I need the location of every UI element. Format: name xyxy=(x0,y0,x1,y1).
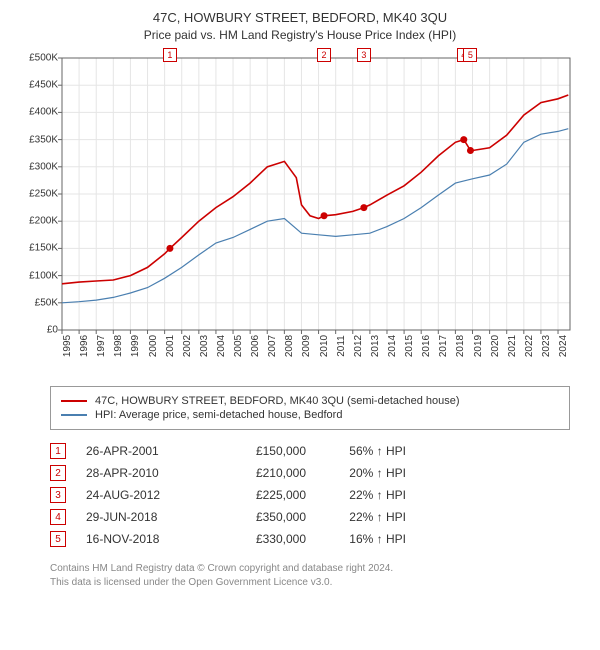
sale-point xyxy=(166,245,173,252)
sale-point xyxy=(321,212,328,219)
x-axis-label: 2008 xyxy=(284,335,295,357)
x-axis-label: 2015 xyxy=(404,335,415,357)
x-axis-label: 1998 xyxy=(113,335,124,357)
y-axis-label: £0 xyxy=(47,325,58,336)
y-axis-label: £200K xyxy=(29,216,58,227)
legend-row: 47C, HOWBURY STREET, BEDFORD, MK40 3QU (… xyxy=(61,395,559,407)
sale-point xyxy=(360,204,367,211)
page-title: 47C, HOWBURY STREET, BEDFORD, MK40 3QU xyxy=(10,10,590,25)
x-axis-label: 2007 xyxy=(267,335,278,357)
legend: 47C, HOWBURY STREET, BEDFORD, MK40 3QU (… xyxy=(50,386,570,430)
y-axis-label: £250K xyxy=(29,189,58,200)
x-axis-label: 2004 xyxy=(216,335,227,357)
y-axis-label: £100K xyxy=(29,270,58,281)
page-subtitle: Price paid vs. HM Land Registry's House … xyxy=(10,28,590,42)
x-axis-label: 2010 xyxy=(319,335,330,357)
x-axis-label: 2013 xyxy=(370,335,381,357)
chart-container: £0 £50K £100K £150K £200K £250K £300K £350K £400… xyxy=(20,48,580,378)
legend-swatch xyxy=(61,400,87,402)
transaction-row: 1 26-APR-2001 £150,000 56% ↑ HPI xyxy=(50,440,570,462)
y-axis-label: £300K xyxy=(29,161,58,172)
transaction-row: 3 24-AUG-2012 £225,000 22% ↑ HPI xyxy=(50,484,570,506)
y-axis-label: £150K xyxy=(29,243,58,254)
x-axis-label: 2001 xyxy=(165,335,176,357)
transaction-price: £225,000 xyxy=(216,488,306,502)
legend-label: HPI: Average price, semi-detached house,… xyxy=(95,409,342,421)
transaction-date: 24-AUG-2012 xyxy=(86,488,196,502)
chart-annotation-marker: 2 xyxy=(317,48,331,62)
transaction-marker: 3 xyxy=(50,487,66,503)
legend-swatch xyxy=(61,414,87,416)
sale-point xyxy=(467,147,474,154)
transaction-price: £350,000 xyxy=(216,510,306,524)
header: 47C, HOWBURY STREET, BEDFORD, MK40 3QU P… xyxy=(10,10,590,42)
x-axis-label: 1996 xyxy=(79,335,90,357)
x-axis-label: 2018 xyxy=(455,335,466,357)
transaction-date: 29-JUN-2018 xyxy=(86,510,196,524)
x-axis-label: 2014 xyxy=(387,335,398,357)
y-axis-label: £500K xyxy=(29,53,58,64)
transaction-date: 28-APR-2010 xyxy=(86,466,196,480)
chart-annotation-marker: 3 xyxy=(357,48,371,62)
transactions-table: 1 26-APR-2001 £150,000 56% ↑ HPI 2 28-APR-201… xyxy=(50,440,570,550)
x-axis-label: 2017 xyxy=(438,335,449,357)
x-axis-label: 2019 xyxy=(473,335,484,357)
legend-row: HPI: Average price, semi-detached house,… xyxy=(61,409,559,421)
transaction-marker: 5 xyxy=(50,531,66,547)
transaction-price: £150,000 xyxy=(216,444,306,458)
transaction-marker: 4 xyxy=(50,509,66,525)
transaction-pct: 20% ↑ HPI xyxy=(326,466,406,480)
x-axis-label: 1999 xyxy=(130,335,141,357)
x-axis-label: 2003 xyxy=(199,335,210,357)
price-chart xyxy=(20,48,580,378)
x-axis-label: 2021 xyxy=(507,335,518,357)
x-axis-label: 2022 xyxy=(524,335,535,357)
x-axis-label: 2006 xyxy=(250,335,261,357)
x-axis-label: 2023 xyxy=(541,335,552,357)
x-axis-label: 1997 xyxy=(96,335,107,357)
y-axis-label: £350K xyxy=(29,134,58,145)
y-axis-label: £400K xyxy=(29,107,58,118)
x-axis-label: 1995 xyxy=(62,335,73,357)
transaction-price: £210,000 xyxy=(216,466,306,480)
x-axis-label: 2002 xyxy=(182,335,193,357)
transaction-row: 5 16-NOV-2018 £330,000 16% ↑ HPI xyxy=(50,528,570,550)
y-axis-label: £50K xyxy=(35,297,58,308)
y-axis-label: £450K xyxy=(29,80,58,91)
sale-point xyxy=(460,136,467,143)
transaction-pct: 22% ↑ HPI xyxy=(326,510,406,524)
x-axis-label: 2024 xyxy=(558,335,569,357)
transaction-row: 4 29-JUN-2018 £350,000 22% ↑ HPI xyxy=(50,506,570,528)
footer-line1: Contains HM Land Registry data © Crown c… xyxy=(50,562,570,576)
transaction-pct: 16% ↑ HPI xyxy=(326,532,406,546)
transaction-row: 2 28-APR-2010 £210,000 20% ↑ HPI xyxy=(50,462,570,484)
transaction-price: £330,000 xyxy=(216,532,306,546)
transaction-date: 26-APR-2001 xyxy=(86,444,196,458)
transaction-marker: 2 xyxy=(50,465,66,481)
transaction-marker: 1 xyxy=(50,443,66,459)
chart-annotation-marker: 1 xyxy=(163,48,177,62)
x-axis-label: 2000 xyxy=(148,335,159,357)
transaction-pct: 22% ↑ HPI xyxy=(326,488,406,502)
x-axis-label: 2020 xyxy=(490,335,501,357)
chart-annotation-marker: 5 xyxy=(463,48,477,62)
x-axis-label: 2005 xyxy=(233,335,244,357)
x-axis-label: 2011 xyxy=(336,335,347,357)
transaction-pct: 56% ↑ HPI xyxy=(326,444,406,458)
x-axis-label: 2012 xyxy=(353,335,364,357)
footer-attribution: Contains HM Land Registry data © Crown c… xyxy=(50,562,570,589)
transaction-date: 16-NOV-2018 xyxy=(86,532,196,546)
x-axis-label: 2009 xyxy=(301,335,312,357)
x-axis-label: 2016 xyxy=(421,335,432,357)
footer-line2: This data is licensed under the Open Gov… xyxy=(50,576,570,590)
legend-label: 47C, HOWBURY STREET, BEDFORD, MK40 3QU (… xyxy=(95,395,460,407)
